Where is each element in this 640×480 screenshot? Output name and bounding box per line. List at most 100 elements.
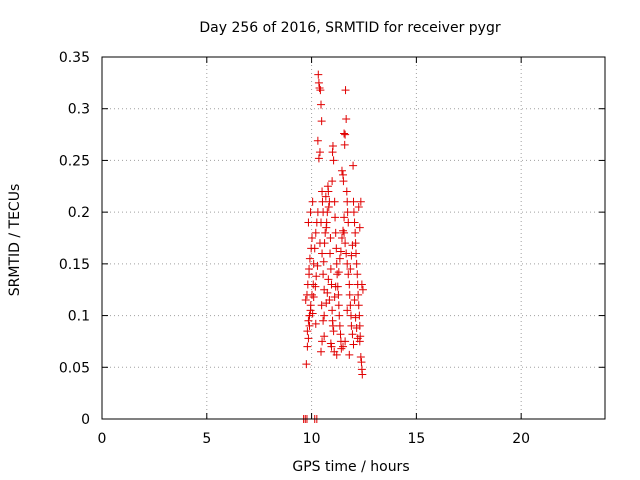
data-point — [349, 340, 358, 349]
data-point — [343, 306, 352, 315]
data-point — [330, 292, 339, 301]
data-point — [312, 272, 321, 281]
data-point — [313, 261, 322, 270]
data-point — [329, 327, 338, 336]
data-point — [341, 337, 350, 346]
data-point — [321, 228, 330, 237]
data-point — [311, 319, 320, 328]
data-point — [334, 301, 343, 310]
data-point — [354, 202, 363, 211]
data-point — [333, 270, 342, 279]
y-axis-label: SRMTID / TECUs — [7, 184, 23, 297]
y-tick-label: 0.3 — [68, 102, 90, 118]
data-point — [331, 213, 340, 222]
data-point — [336, 330, 345, 339]
data-point — [323, 208, 332, 217]
data-point — [339, 342, 348, 351]
x-tick-label: 20 — [512, 431, 530, 447]
data-point — [305, 254, 314, 263]
data-point — [356, 197, 365, 206]
x-tick-label: 15 — [407, 431, 425, 447]
data-point — [347, 321, 356, 330]
data-point — [342, 187, 351, 196]
data-point — [350, 218, 359, 227]
data-point — [345, 350, 354, 359]
x-axis-label: GPS time / hours — [292, 459, 409, 475]
data-point — [320, 332, 329, 341]
data-point — [326, 234, 335, 242]
data-point — [309, 292, 318, 301]
data-point — [317, 347, 326, 356]
data-point — [356, 352, 365, 361]
data-point — [328, 141, 337, 150]
data-point — [304, 316, 313, 325]
x-tick-label: 0 — [98, 431, 107, 447]
data-point — [337, 166, 346, 175]
data-point — [319, 257, 328, 266]
data-point — [346, 265, 355, 274]
data-point — [326, 265, 335, 274]
data-point — [329, 156, 338, 165]
y-tick-label: 0.05 — [59, 360, 90, 376]
data-point — [346, 311, 355, 320]
data-point — [303, 327, 312, 336]
data-point — [311, 282, 320, 291]
data-point — [337, 234, 346, 242]
data-point — [305, 265, 314, 274]
data-point — [308, 234, 317, 242]
data-point — [304, 218, 313, 227]
data-point — [340, 129, 349, 138]
data-point — [318, 337, 327, 346]
data-point — [314, 78, 323, 87]
data-point — [302, 360, 311, 369]
data-point — [326, 339, 335, 348]
data-point — [303, 342, 312, 351]
data-point — [357, 358, 366, 367]
data-point — [354, 301, 363, 310]
data-point — [322, 218, 331, 227]
data-point — [317, 100, 326, 109]
data-point — [341, 86, 350, 95]
y-tick-label: 0.2 — [68, 205, 90, 221]
y-tick-label: 0.1 — [68, 309, 90, 325]
data-point — [331, 282, 340, 291]
data-point — [335, 311, 344, 320]
data-point — [317, 301, 326, 310]
data-point — [349, 161, 358, 170]
data-point — [320, 239, 329, 248]
data-point — [332, 244, 341, 253]
data-point — [328, 321, 337, 330]
data-point — [326, 249, 335, 258]
data-point — [345, 280, 354, 289]
data-point — [310, 244, 319, 253]
data-point — [327, 280, 336, 289]
data-point — [320, 311, 329, 320]
data-point — [305, 321, 314, 330]
data-point — [308, 197, 317, 206]
data-point — [351, 228, 360, 237]
data-point — [318, 249, 327, 258]
data-point — [346, 301, 355, 310]
data-point — [349, 197, 358, 206]
data-point — [349, 208, 358, 217]
data-point — [324, 187, 333, 196]
y-tick-label: 0.35 — [59, 50, 90, 66]
y-tick-label: 0.25 — [59, 153, 90, 169]
data-point — [337, 344, 346, 353]
data-point — [334, 268, 343, 277]
data-point — [347, 251, 356, 260]
data-point — [342, 249, 351, 258]
data-point — [342, 115, 351, 124]
data-point — [315, 148, 324, 157]
data-point — [328, 177, 337, 186]
data-point — [355, 311, 364, 320]
data-point — [352, 323, 361, 332]
data-point — [358, 285, 367, 294]
data-point — [339, 226, 348, 235]
data-point — [304, 334, 313, 343]
data-point — [317, 117, 326, 126]
data-point — [306, 301, 315, 310]
data-point — [341, 130, 350, 139]
data-point — [323, 288, 332, 297]
